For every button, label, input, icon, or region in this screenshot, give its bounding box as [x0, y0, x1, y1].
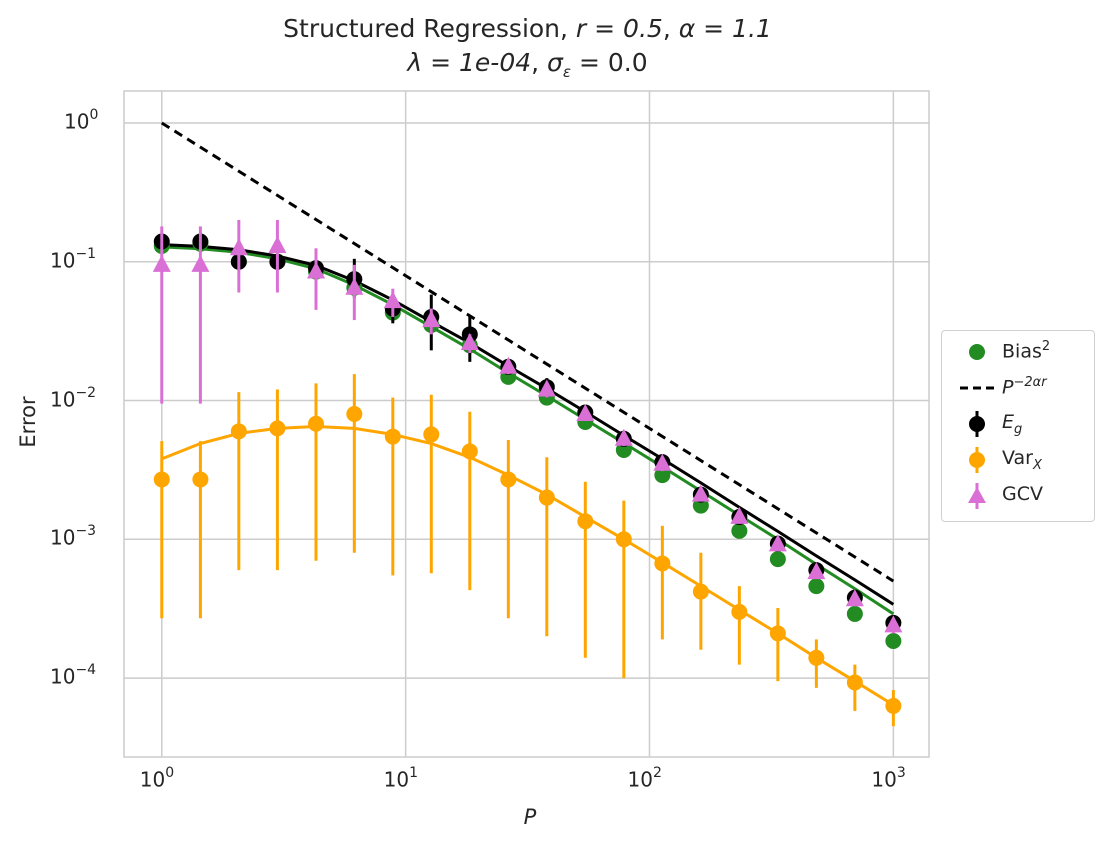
var-point-8 — [461, 443, 478, 460]
gcv-point-15 — [730, 506, 749, 524]
gcv-point-1 — [191, 254, 210, 272]
gcv-point-14 — [691, 484, 710, 502]
gcv-point-5 — [345, 277, 364, 295]
chart-title-line2: λ = 1e-04, σε = 0.0 — [407, 48, 648, 81]
var-point-14 — [692, 583, 709, 600]
var-point-1 — [192, 471, 209, 488]
legend-gcv-marker — [968, 483, 986, 509]
gcv-point-6 — [383, 291, 402, 309]
legend-var: VarX — [942, 443, 1092, 477]
gcv-point-18 — [845, 589, 864, 607]
gcv-point-11 — [576, 403, 595, 421]
legend-bias-text: Bias — [1002, 340, 1042, 363]
x-axis-label: P — [523, 805, 537, 829]
y-tick-2: 10−2 — [50, 384, 97, 412]
var-point-18 — [846, 674, 863, 691]
gcv-point-16 — [768, 534, 787, 552]
legend-var-dot — [969, 452, 985, 468]
bias-point-15 — [731, 522, 748, 539]
var-point-6 — [384, 428, 401, 445]
gcv-point-0 — [152, 254, 171, 272]
title-sigma-sub: ε — [562, 63, 572, 81]
var-point-19 — [885, 697, 902, 714]
legend-var-sub: X — [1032, 457, 1042, 473]
var-point-17 — [808, 649, 825, 666]
x-tick-0: 100 — [139, 765, 175, 792]
var-point-7 — [423, 426, 440, 443]
power-law-line — [160, 121, 895, 583]
x-tick-2: 102 — [627, 765, 662, 792]
title-alpha: α = 1.1 — [678, 14, 772, 43]
legend-var-text: Var — [1002, 447, 1033, 469]
bias-point-19 — [885, 633, 902, 650]
bias-point-16 — [769, 551, 786, 568]
legend-eg-text: E — [1002, 411, 1015, 433]
var-point-3 — [269, 420, 286, 437]
legend-power-marker — [960, 386, 994, 390]
legend-power-text: P — [1002, 376, 1014, 399]
gcv-point-13 — [653, 453, 672, 471]
legend-eg-sub: g — [1014, 421, 1023, 437]
x-tick-3: 103 — [871, 765, 906, 792]
legend-power-sup: −2αr — [1013, 375, 1047, 390]
legend-power: P−2αr — [942, 371, 1092, 405]
gcv-point-2 — [229, 238, 248, 256]
legend-eg-marker — [969, 411, 985, 437]
legend-gcv: GCV — [942, 479, 1092, 513]
legend-bias-marker — [969, 344, 985, 360]
gcv-point-9 — [499, 356, 518, 374]
gcv-point-8 — [460, 332, 479, 350]
y-tick-1: 10−1 — [50, 245, 97, 273]
var-point-13 — [654, 555, 671, 572]
gcv-point-4 — [307, 261, 326, 279]
title-r: r = 0.5 — [575, 14, 663, 43]
bias-point-18 — [846, 605, 863, 622]
legend-bias-sup: 2 — [1041, 339, 1051, 354]
var-point-4 — [308, 415, 325, 432]
y-tick-3: 10−3 — [50, 523, 97, 550]
gcv-point-19 — [884, 615, 903, 633]
title-prefix: Structured Regression, — [283, 14, 576, 43]
legend: Bias2 P−2αr Eg VarX GCV — [941, 330, 1095, 522]
title-sigma: σ — [547, 48, 563, 77]
legend-gcv-triangle — [968, 487, 986, 503]
var-point-2 — [230, 423, 247, 440]
bias-point-12 — [615, 442, 632, 459]
gcv-point-3 — [268, 235, 287, 253]
plot-frame — [123, 90, 930, 758]
var-point-5 — [346, 405, 363, 422]
legend-eg-dot — [969, 416, 985, 432]
gcv-point-17 — [807, 562, 826, 580]
legend-var-marker — [969, 447, 985, 473]
gcv-point-12 — [614, 428, 633, 446]
var-point-12 — [615, 531, 632, 548]
var-point-9 — [500, 471, 517, 488]
y-axis-label: Error — [16, 396, 40, 448]
y-tick-4: 10−4 — [50, 662, 97, 689]
bias-point-17 — [808, 578, 825, 595]
var-point-16 — [769, 625, 786, 642]
legend-bias-dot — [969, 344, 985, 360]
title-sigma-val: = 0.0 — [571, 48, 648, 77]
y-tick-0: 100 — [64, 106, 99, 134]
x-tick-1: 101 — [383, 765, 418, 792]
var-point-11 — [577, 513, 594, 530]
legend-gcv-text: GCV — [1002, 483, 1043, 505]
legend-eg: Eg — [942, 407, 1092, 441]
legend-bias: Bias2 — [942, 335, 1092, 369]
chart-title-line1: Structured Regression, r = 0.5, α = 1.1 — [283, 14, 772, 43]
var-point-10 — [538, 489, 555, 506]
var-point-15 — [731, 603, 748, 620]
bias-point-13 — [654, 467, 671, 484]
gcv-point-10 — [537, 379, 556, 397]
title-lambda: λ = 1e-04 — [407, 48, 532, 77]
var-point-0 — [153, 471, 170, 488]
gcv-point-7 — [422, 310, 441, 328]
